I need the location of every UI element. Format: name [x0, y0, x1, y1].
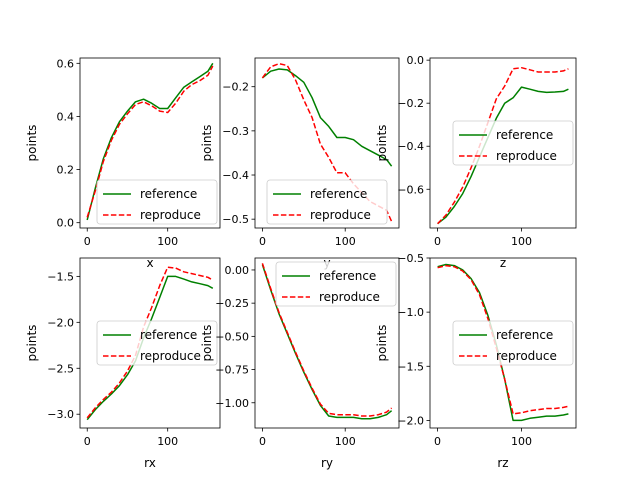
y-tick-label: 0.2 [57, 164, 75, 177]
series-line-reproduce [261, 263, 393, 417]
legend: reference reproduce [452, 320, 574, 366]
legend-label-reference: reference [310, 187, 367, 201]
series-line-reference [86, 275, 214, 421]
legend-label-reference: reference [496, 128, 553, 142]
y-tick-label: −1.5 [47, 270, 74, 283]
y-tick-label: −0.6 [397, 183, 424, 196]
x-axis-label: ry [321, 456, 333, 470]
x-tick-label: 0 [84, 235, 91, 248]
subplot-y: 0100−0.2−0.3−0.4−0.5ypointsreferencerepr… [200, 57, 400, 270]
x-tick-label: 100 [511, 435, 532, 448]
axes-frame [429, 57, 577, 229]
legend-label-reference: reference [496, 328, 553, 342]
x-axis-label: rx [144, 456, 156, 470]
y-tick-label: −0.2 [397, 97, 424, 110]
x-tick-label: 0 [259, 235, 266, 248]
legend-box [452, 120, 574, 166]
x-tick-label: 0 [434, 235, 441, 248]
y-axis-label: points [200, 325, 214, 362]
legend-box [452, 320, 574, 366]
legend-label-reproduce: reproduce [496, 149, 557, 163]
y-tick-label: −0.4 [397, 140, 424, 153]
x-tick-label: 0 [259, 435, 266, 448]
axes-frame [254, 257, 400, 429]
axes-frame [79, 257, 221, 429]
subplot-z: 0 100 0.0 −0.2 −0.4 −0.6 z points reference repro… [375, 54, 577, 270]
y-tick-label: −1.0 [397, 306, 424, 319]
legend-label-reproduce: reproduce [496, 349, 557, 363]
legend-label-reference: reference [140, 328, 197, 342]
y-tick-label: 0.6 [57, 57, 75, 70]
x-axis-label: rz [497, 456, 508, 470]
y-tick-label: −2.5 [47, 362, 74, 375]
y-tick-label: −0.5 [397, 252, 424, 265]
y-axis-label: points [375, 125, 389, 162]
y-axis-label: points [200, 125, 214, 162]
legend-box [275, 261, 397, 307]
series-line-reference [437, 86, 569, 225]
y-tick-label: −2.0 [47, 316, 74, 329]
y-tick-label: 0.00 [225, 264, 250, 277]
series-line-reproduce [86, 266, 214, 419]
legend-box [96, 179, 218, 225]
y-tick-label: −0.50 [215, 330, 249, 343]
series-line-reproduce [86, 65, 214, 218]
x-tick-label: 100 [335, 235, 356, 248]
y-tick-label: −0.75 [215, 364, 249, 377]
legend: reference reproduce [275, 261, 397, 307]
y-tick-label: 0.4 [57, 110, 75, 123]
y-tick-label: −0.2 [222, 81, 249, 94]
series-line-reproduce [437, 264, 569, 415]
y-tick-label: −3.0 [47, 408, 74, 421]
legend-label-reproduce: reproduce [310, 208, 371, 222]
y-tick-label: −0.25 [215, 297, 249, 310]
legend-box [96, 320, 218, 366]
subplot-rz: 0 100 −0.5 −1.0 −1.5 −2.0 rz points reference rep… [375, 252, 577, 470]
y-tick-label: 0.0 [407, 54, 425, 67]
x-axis-label: z [500, 256, 506, 270]
subplot-ry: 0 100 0.00 −0.25 −0.50 −0.75 −1.00 ry points refe… [200, 257, 400, 470]
x-axis-label: x [146, 256, 153, 270]
y-tick-label: −1.00 [215, 397, 249, 410]
x-tick-label: 100 [335, 435, 356, 448]
axes-frame [254, 57, 400, 229]
y-tick-label: −0.3 [222, 125, 249, 138]
legend-label-reproduce: reproduce [319, 290, 380, 304]
x-tick-label: 0 [434, 435, 441, 448]
legend-label-reference: reference [140, 187, 197, 201]
legend: reference reproduce [266, 179, 388, 225]
series-line-reference [261, 68, 393, 167]
series-line-reference [86, 62, 214, 221]
y-axis-label: points [25, 325, 39, 362]
y-tick-label: −0.5 [222, 213, 249, 226]
legend-label-reference: reference [319, 269, 376, 283]
legend: reference reproduce [452, 120, 574, 166]
series-line-reproduce [437, 66, 569, 225]
plot-area [86, 62, 214, 221]
y-axis-label: points [375, 325, 389, 362]
subplot-x: 0 100 0.0 0.2 0.4 0.6 x points reference reproduc… [25, 57, 221, 270]
legend-label-reproduce: reproduce [140, 208, 201, 222]
x-tick-label: 100 [511, 235, 532, 248]
x-tick-label: 0 [84, 435, 91, 448]
y-axis-label: points [25, 125, 39, 162]
plot-area [437, 263, 569, 422]
x-tick-label: 100 [157, 235, 178, 248]
y-tick-label: 0.0 [57, 217, 75, 230]
legend-label-reproduce: reproduce [140, 349, 201, 363]
legend: reference reproduce [96, 179, 218, 225]
x-tick-label: 100 [157, 435, 178, 448]
axes-frame [429, 257, 577, 429]
plot-area [86, 266, 214, 421]
y-tick-label: −2.0 [397, 414, 424, 427]
plot-area [437, 66, 569, 225]
legend-box [266, 179, 388, 225]
legend: reference reproduce [96, 320, 218, 366]
axes-frame [79, 57, 221, 229]
plot-area [261, 263, 393, 420]
y-tick-label: −1.5 [397, 360, 424, 373]
y-tick-label: −0.4 [222, 169, 249, 182]
